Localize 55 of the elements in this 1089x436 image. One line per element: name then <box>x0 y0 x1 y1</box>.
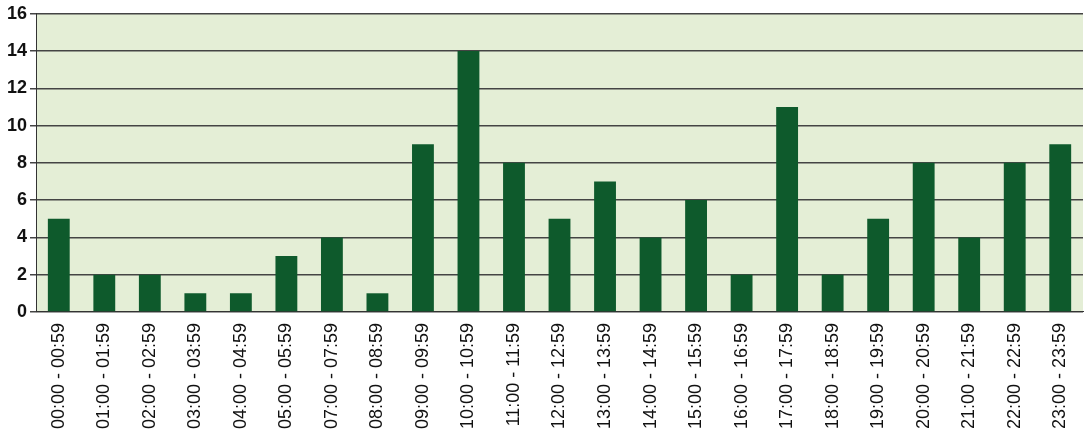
y-tick-label: 12 <box>6 77 28 98</box>
x-tick-label: 01:00 - 01:59 <box>93 322 114 430</box>
y-tick-label: 6 <box>17 189 28 210</box>
bar <box>639 237 662 312</box>
x-tick-label: 22:00 - 22:59 <box>1003 322 1024 430</box>
bar <box>457 51 480 312</box>
x-tick-label: 21:00 - 21:59 <box>958 322 979 430</box>
x-tick-label: 19:00 - 19:59 <box>867 322 888 430</box>
x-tick-label: 12:00 - 12:59 <box>548 322 569 430</box>
bar <box>867 218 890 312</box>
bar <box>503 162 525 312</box>
y-tick-label: 2 <box>17 263 28 284</box>
bar <box>93 274 116 312</box>
bar <box>730 274 753 312</box>
x-tick-label: 17:00 - 17:59 <box>776 322 797 430</box>
bar <box>47 218 70 312</box>
x-tick-label: 11:00 - 11:59 <box>502 322 523 427</box>
y-tick-label: 4 <box>17 226 28 247</box>
x-tick-label: 16:00 - 16:59 <box>730 322 751 430</box>
bar <box>594 181 616 312</box>
bar <box>412 144 434 312</box>
bar <box>1049 144 1072 312</box>
bar <box>776 106 799 312</box>
x-tick-label: 02:00 - 02:59 <box>138 322 159 430</box>
x-tick-label: 03:00 - 03:59 <box>184 322 205 430</box>
bar <box>138 274 161 312</box>
x-tick-label: 13:00 - 13:59 <box>594 322 614 430</box>
x-tick-label: 23:00 - 23:59 <box>1049 322 1070 430</box>
y-tick-label: 16 <box>6 2 28 23</box>
x-tick-label: 10:00 - 10:59 <box>457 322 478 430</box>
x-tick-label: 20:00 - 20:59 <box>912 322 933 430</box>
bar <box>1003 162 1026 312</box>
x-tick-label: 15:00 - 15:59 <box>685 322 706 430</box>
x-tick-label: 18:00 - 18:59 <box>821 322 842 430</box>
x-tick-label: 14:00 - 14:59 <box>639 322 660 430</box>
bar <box>685 200 707 312</box>
bar <box>958 237 981 312</box>
y-tick-label: 10 <box>6 114 28 135</box>
bar <box>229 293 252 312</box>
bar <box>366 293 389 312</box>
y-tick-label: 14 <box>6 40 28 61</box>
x-tick-label: 00:00 - 00:59 <box>47 322 68 430</box>
x-tick-label: 09:00 - 09:59 <box>411 322 432 430</box>
bar <box>184 293 207 312</box>
bar <box>821 274 844 312</box>
bar <box>912 162 935 312</box>
x-tick-label: 05:00 - 05:59 <box>275 322 296 430</box>
x-tick-label: 08:00 - 08:59 <box>366 322 387 430</box>
y-tick-label: 0 <box>17 300 28 321</box>
bar <box>320 237 343 312</box>
x-tick-label: 04:00 - 04:59 <box>229 322 250 430</box>
bar <box>275 256 298 312</box>
bar <box>548 218 571 312</box>
y-tick-label: 8 <box>17 151 28 172</box>
x-tick-label: 07:00 - 07:59 <box>320 322 341 430</box>
